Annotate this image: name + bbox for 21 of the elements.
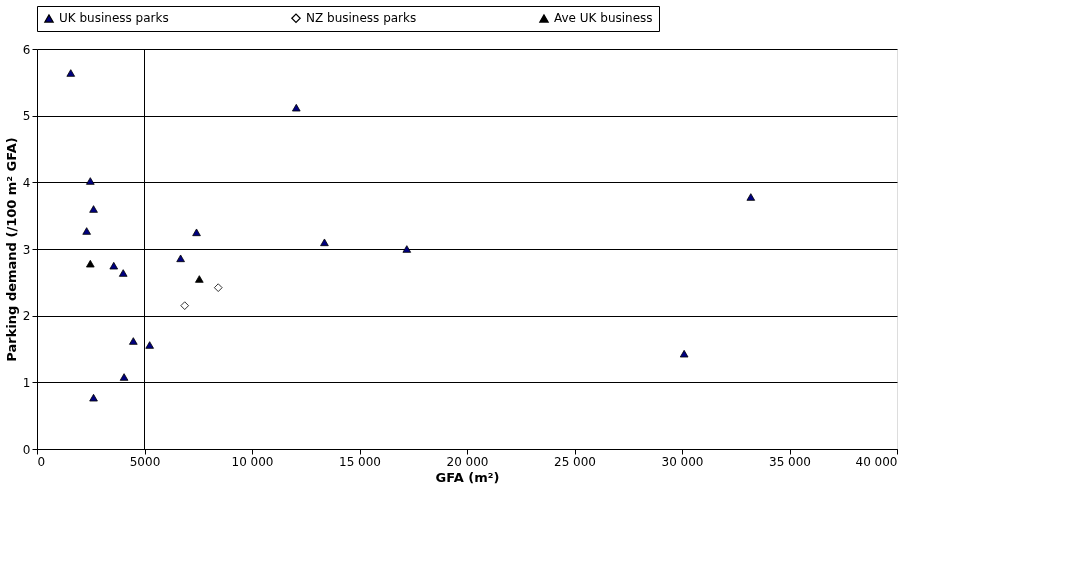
y-tick-label: 4 <box>22 175 31 190</box>
x-tick-label: 0 <box>37 454 46 469</box>
legend-label: NZ business parks <box>306 11 417 26</box>
y-tick-label: 3 <box>22 242 31 257</box>
legend-label: UK business parks <box>59 11 169 26</box>
x-tick-label: 30 000 <box>661 454 704 469</box>
x-tick-label: 15 000 <box>339 454 381 469</box>
y-axis-title: Parking demand (/100 m² GFA) <box>3 137 19 362</box>
y-tick-label: 1 <box>22 375 31 390</box>
y-tick-label: 6 <box>22 42 31 57</box>
y-tick-label: 5 <box>22 109 31 124</box>
legend-label: Ave UK business <box>554 11 653 26</box>
y-tick-label: 2 <box>22 309 31 324</box>
y-tick-label: 0 <box>22 442 31 457</box>
x-tick-label: 10 000 <box>231 454 274 469</box>
x-tick-label: 25 000 <box>554 454 596 469</box>
x-tick-label: 20 000 <box>446 454 489 469</box>
x-tick-label: 5000 <box>129 454 161 469</box>
x-tick-label: 35 000 <box>769 454 811 469</box>
x-axis-title: GFA (m²) <box>435 469 500 485</box>
x-tick-label: 40 000 <box>855 454 898 469</box>
